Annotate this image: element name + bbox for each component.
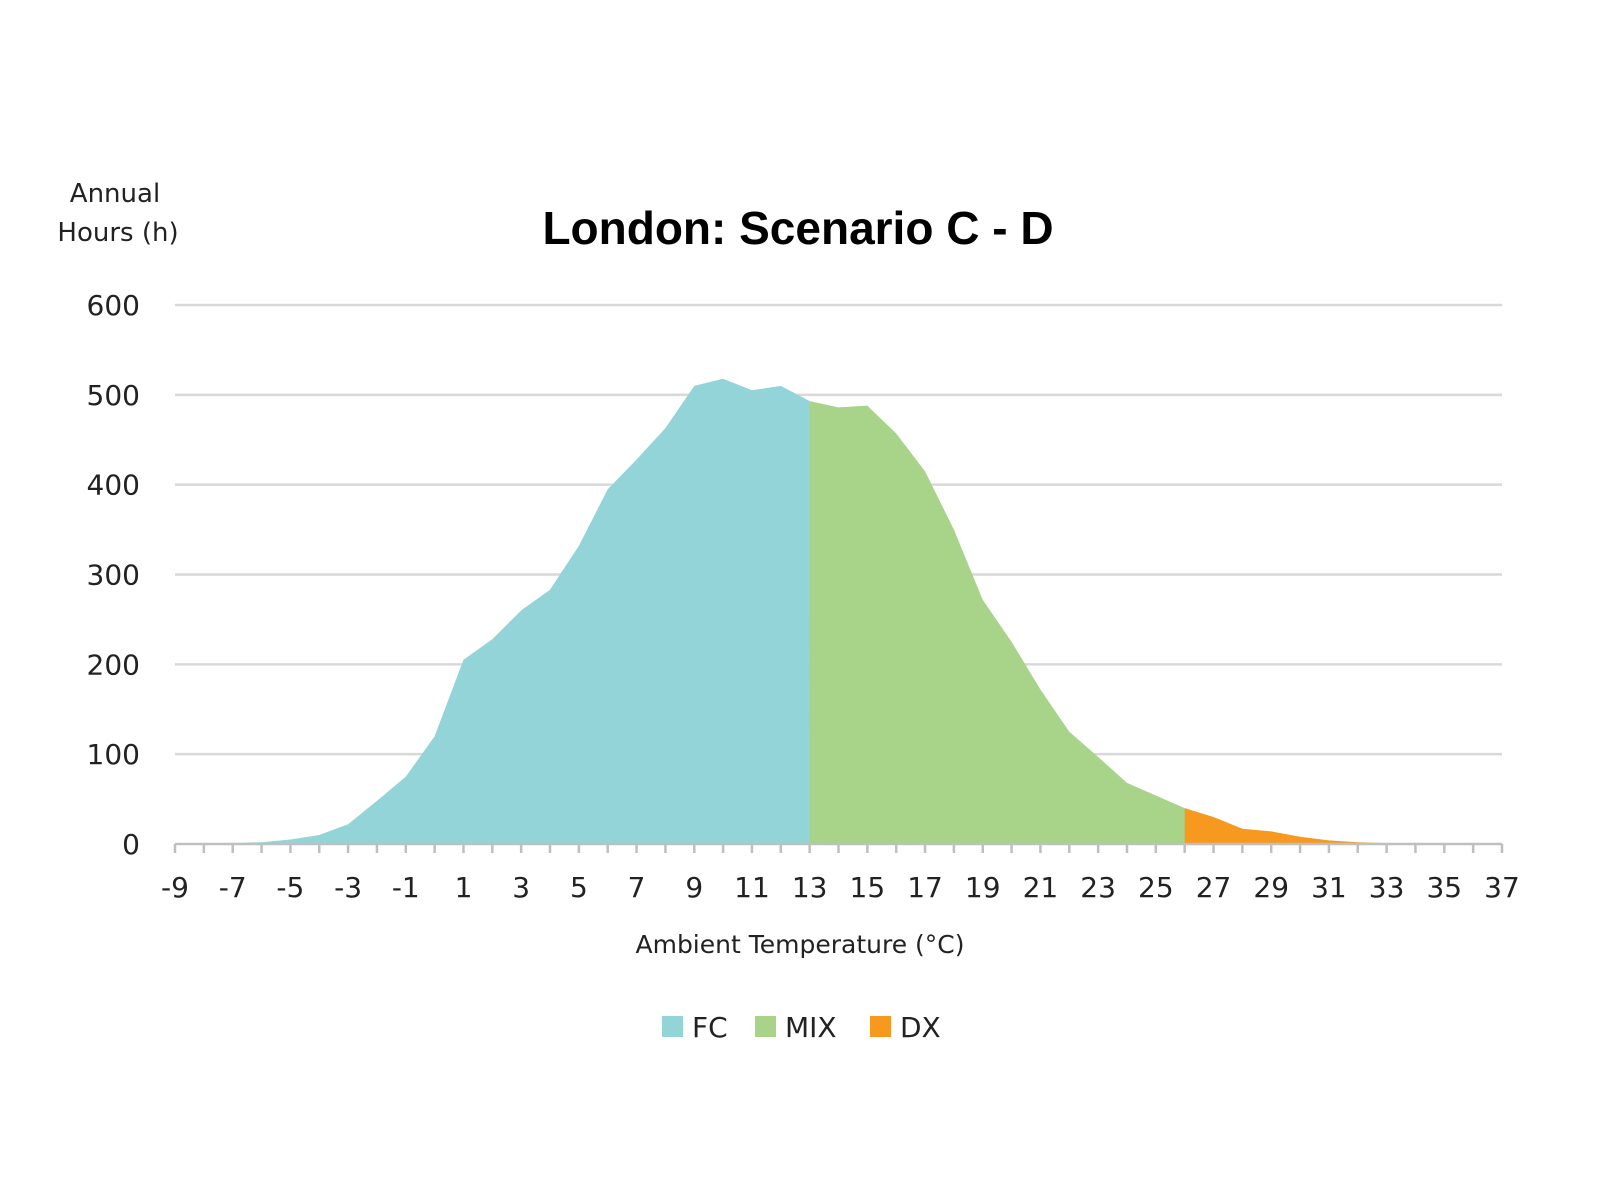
x-tick-label: 5 (570, 871, 588, 904)
x-tick-label: 33 (1369, 871, 1405, 904)
x-tick-label: -9 (161, 871, 189, 904)
x-tick-label: 13 (792, 871, 828, 904)
x-tick-label: 7 (628, 871, 646, 904)
legend: FC MIX DX (662, 1011, 941, 1044)
y-axis-label-line-1: Annual (70, 179, 160, 209)
x-axis-label: Ambient Temperature (°C) (635, 930, 964, 959)
area-mix (809, 401, 1214, 844)
x-tick-label: 35 (1426, 871, 1462, 904)
x-tick-label: 15 (850, 871, 886, 904)
x-tick-label: -3 (334, 871, 362, 904)
x-tick-label: 11 (734, 871, 770, 904)
y-tick-label: 600 (87, 289, 140, 322)
y-tick-label: 100 (87, 738, 140, 771)
x-tick-label: 17 (907, 871, 943, 904)
x-tick-label: 27 (1196, 871, 1232, 904)
x-tick-label: -7 (219, 871, 247, 904)
x-tick-labels: -9 -7 -5 -3 -1 1 3 5 7 9 11 13 15 17 19 21 23 25 27 29 31 33 3… (161, 871, 1520, 904)
legend-swatch-fc (662, 1016, 683, 1037)
area-dx (1184, 808, 1416, 844)
y-axis-label-line-2: Hours (h) (57, 218, 178, 248)
x-tick-label: 3 (512, 871, 530, 904)
x-tick-label: 23 (1080, 871, 1116, 904)
legend-label-mix: MIX (785, 1011, 837, 1044)
legend-label-fc: FC (692, 1011, 728, 1044)
y-tick-label: 300 (87, 559, 140, 592)
y-tick-label: 200 (87, 648, 140, 681)
y-tick-label: 0 (122, 828, 140, 861)
x-tick-label: 1 (455, 871, 473, 904)
x-tick-label: 31 (1311, 871, 1347, 904)
x-tick-label: 29 (1253, 871, 1289, 904)
area-fc (175, 378, 839, 844)
x-tick-label: 25 (1138, 871, 1174, 904)
y-tick-label: 500 (87, 379, 140, 412)
y-tick-labels: 0 100 200 300 400 500 600 (87, 289, 140, 861)
x-tick-label: -5 (276, 871, 304, 904)
legend-label-dx: DX (900, 1011, 941, 1044)
x-tick-label: 21 (1023, 871, 1059, 904)
x-tick-label: 19 (965, 871, 1001, 904)
y-tick-label: 400 (87, 469, 140, 502)
x-tick-label: 9 (685, 871, 703, 904)
legend-swatch-mix (755, 1016, 776, 1037)
x-tick-label: 37 (1484, 871, 1520, 904)
series-areas (175, 378, 1416, 844)
x-axis (173, 842, 1504, 853)
x-tick-label: -1 (392, 871, 420, 904)
legend-swatch-dx (870, 1016, 891, 1037)
chart-title: London: Scenario C - D (542, 202, 1053, 254)
